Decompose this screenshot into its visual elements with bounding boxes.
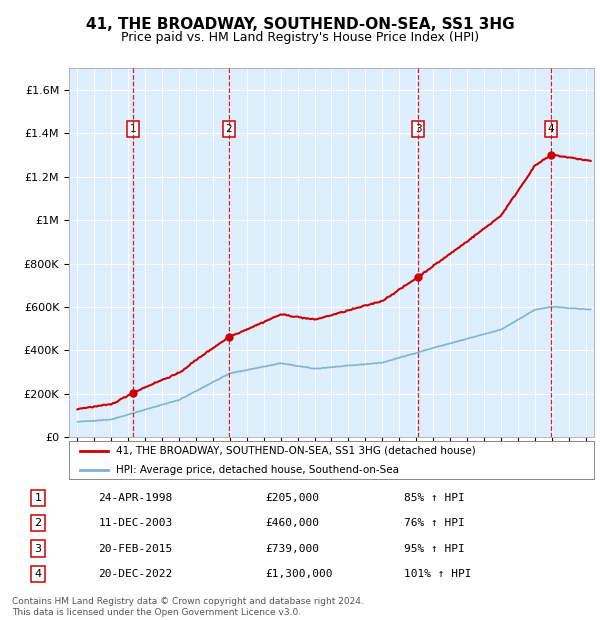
Text: 2: 2 bbox=[34, 518, 41, 528]
Text: 85% ↑ HPI: 85% ↑ HPI bbox=[404, 493, 464, 503]
Text: 3: 3 bbox=[415, 124, 422, 134]
Text: Contains HM Land Registry data © Crown copyright and database right 2024.
This d: Contains HM Land Registry data © Crown c… bbox=[12, 598, 364, 617]
Text: 3: 3 bbox=[34, 544, 41, 554]
Text: 24-APR-1998: 24-APR-1998 bbox=[98, 493, 173, 503]
Text: 20-DEC-2022: 20-DEC-2022 bbox=[98, 569, 173, 579]
Text: 2: 2 bbox=[226, 124, 232, 134]
Text: £1,300,000: £1,300,000 bbox=[265, 569, 333, 579]
Text: Price paid vs. HM Land Registry's House Price Index (HPI): Price paid vs. HM Land Registry's House … bbox=[121, 31, 479, 44]
Text: £205,000: £205,000 bbox=[265, 493, 319, 503]
Text: £739,000: £739,000 bbox=[265, 544, 319, 554]
Text: HPI: Average price, detached house, Southend-on-Sea: HPI: Average price, detached house, Sout… bbox=[116, 466, 399, 476]
Text: 11-DEC-2003: 11-DEC-2003 bbox=[98, 518, 173, 528]
Text: 41, THE BROADWAY, SOUTHEND-ON-SEA, SS1 3HG (detached house): 41, THE BROADWAY, SOUTHEND-ON-SEA, SS1 3… bbox=[116, 446, 476, 456]
Text: £460,000: £460,000 bbox=[265, 518, 319, 528]
Text: 4: 4 bbox=[34, 569, 41, 579]
Text: 76% ↑ HPI: 76% ↑ HPI bbox=[404, 518, 464, 528]
Text: 4: 4 bbox=[548, 124, 554, 134]
Text: 20-FEB-2015: 20-FEB-2015 bbox=[98, 544, 173, 554]
Text: 41, THE BROADWAY, SOUTHEND-ON-SEA, SS1 3HG: 41, THE BROADWAY, SOUTHEND-ON-SEA, SS1 3… bbox=[86, 17, 514, 32]
Text: 101% ↑ HPI: 101% ↑ HPI bbox=[404, 569, 471, 579]
Text: 1: 1 bbox=[34, 493, 41, 503]
Text: 95% ↑ HPI: 95% ↑ HPI bbox=[404, 544, 464, 554]
Text: 1: 1 bbox=[130, 124, 137, 134]
